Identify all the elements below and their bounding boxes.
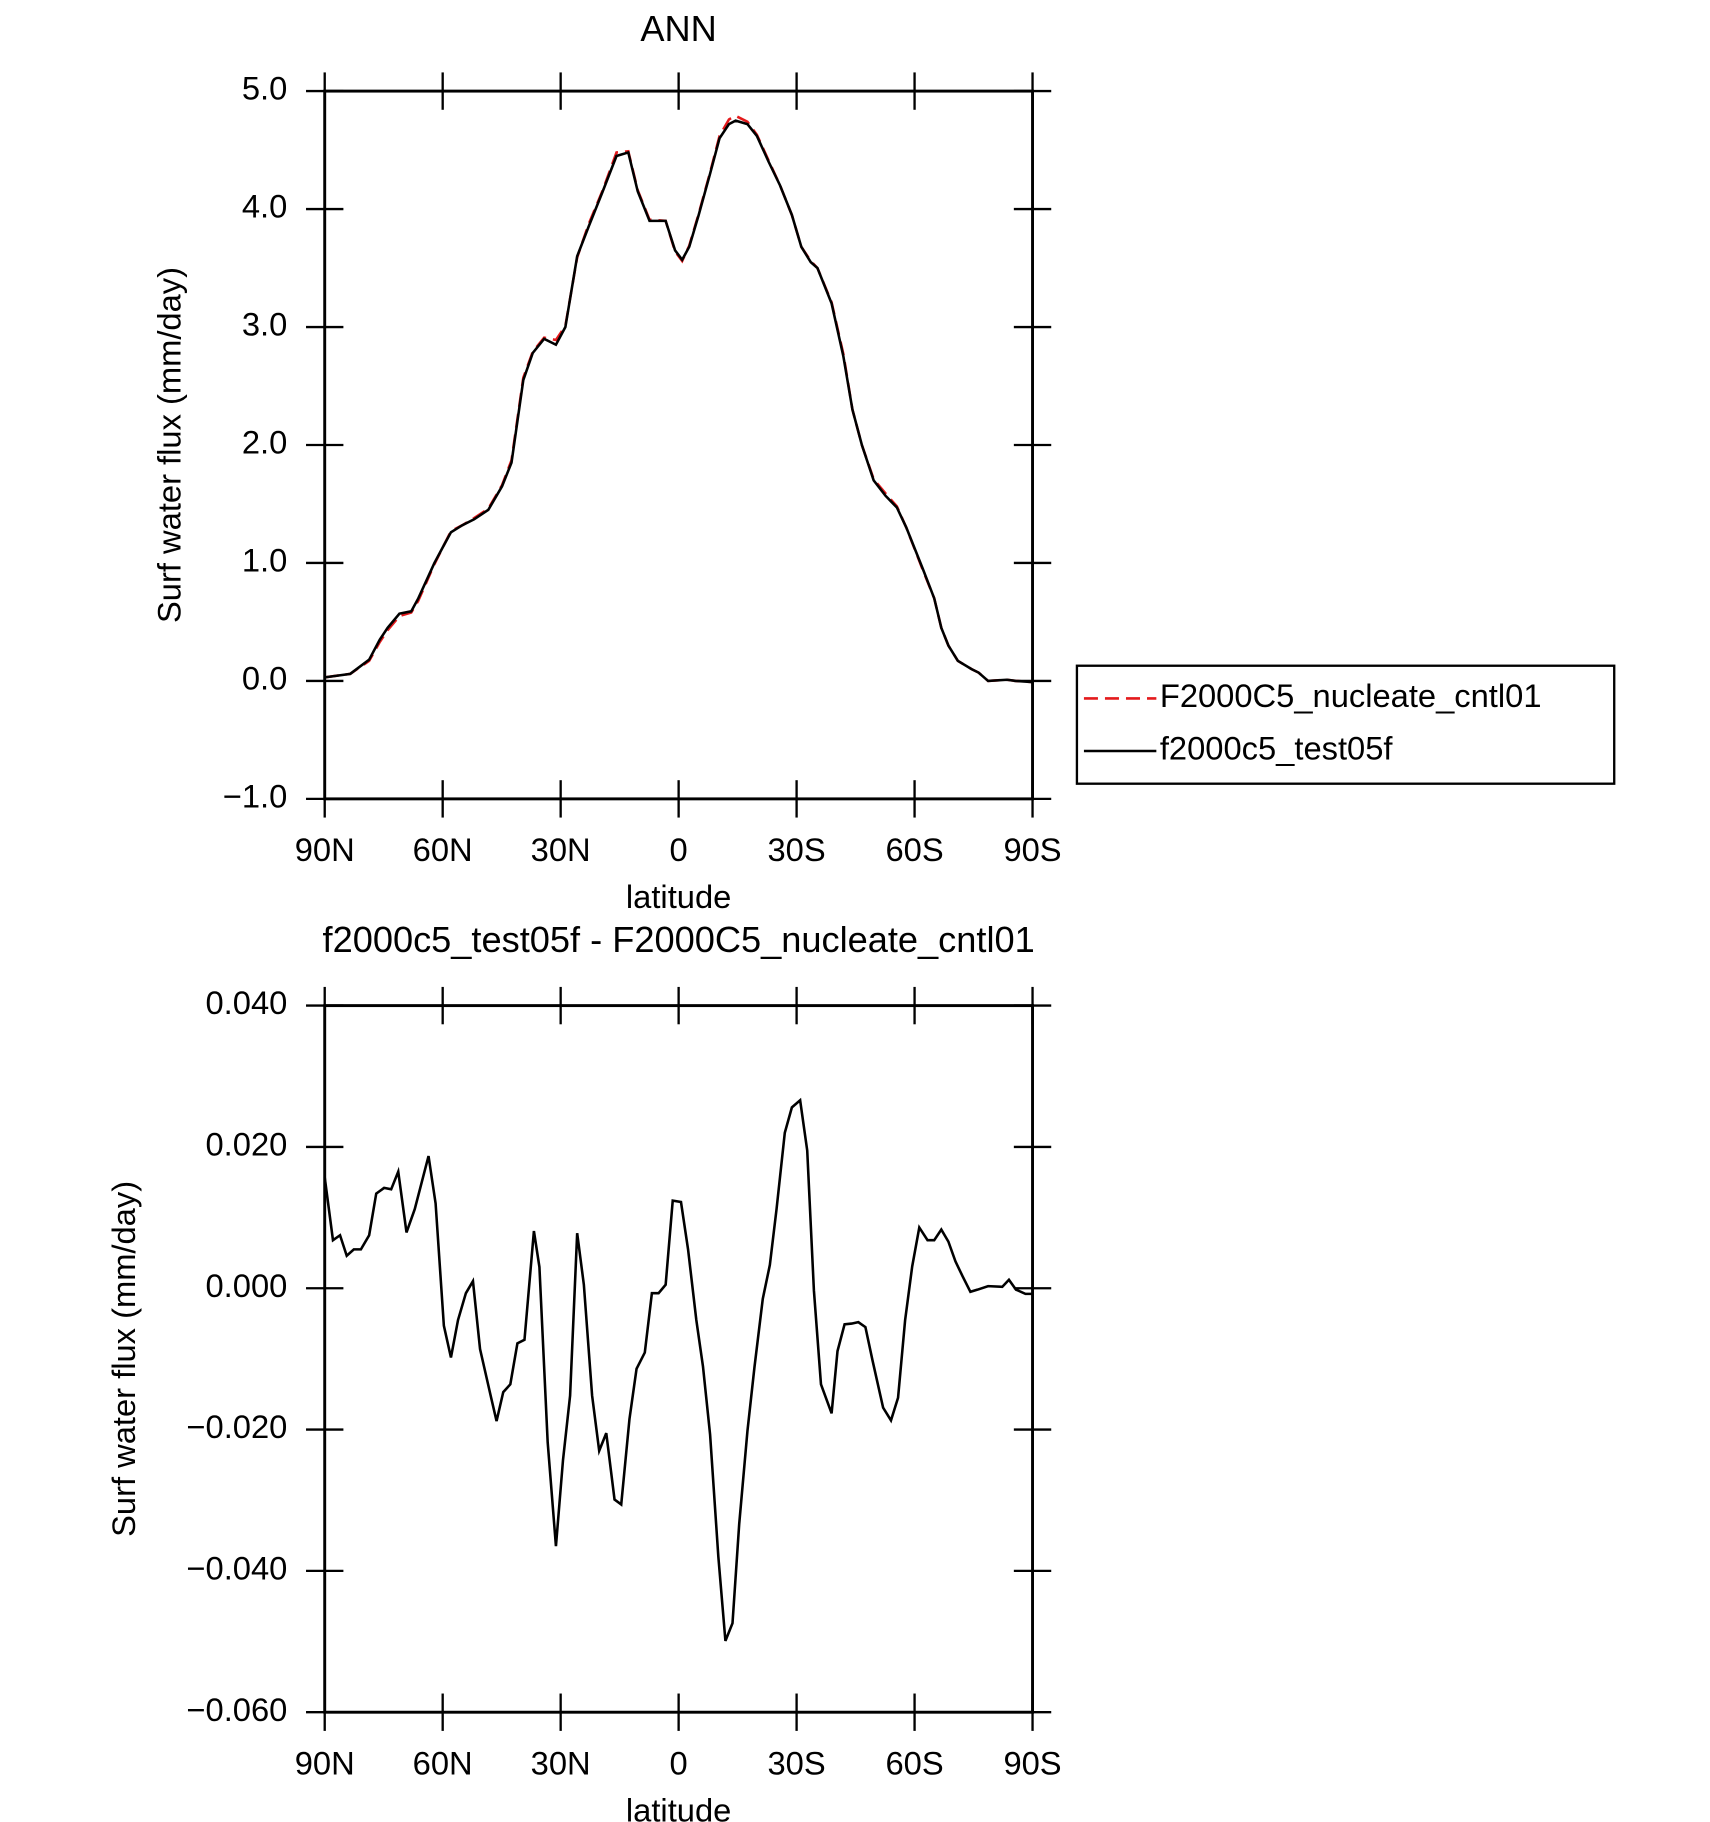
y-tick-label: −0.060 bbox=[186, 1691, 287, 1728]
chart: ANN latitude Surf water flux (mm/day) −1.0 0… bbox=[150, 8, 1616, 915]
y-tick-label: 1.0 bbox=[242, 542, 287, 579]
data-line bbox=[324, 119, 1033, 684]
legend-label: f2000c5_test05f bbox=[1160, 730, 1394, 767]
chart-title: f2000c5_test05f - F2000C5_nucleate_cntl0… bbox=[323, 919, 1035, 960]
x-tick-label: 30S bbox=[768, 831, 826, 868]
x-tick-label: 30N bbox=[531, 831, 591, 868]
x-tick-label: 30S bbox=[768, 1745, 826, 1782]
x-tick-label: 0 bbox=[670, 1745, 688, 1782]
plot-frame bbox=[323, 1004, 1035, 1714]
x-tick-label: 30N bbox=[531, 1745, 591, 1782]
chart-title: ANN bbox=[640, 8, 716, 49]
y-tick-label: −0.040 bbox=[186, 1550, 287, 1587]
y-axis-label: Surf water flux (mm/day) bbox=[150, 267, 187, 623]
y-tick-label: 0.020 bbox=[206, 1126, 288, 1163]
x-tick-label: 90N bbox=[295, 831, 355, 868]
x-axis-label: latitude bbox=[626, 1791, 731, 1822]
x-tick-label: 0 bbox=[670, 831, 688, 868]
y-tick-label: −1.0 bbox=[223, 778, 288, 815]
chart: f2000c5_test05f - F2000C5_nucleate_cntl0… bbox=[105, 919, 1062, 1822]
y-tick-label: 5.0 bbox=[242, 70, 287, 107]
x-tick-label: 90N bbox=[295, 1745, 355, 1782]
y-tick-label: 3.0 bbox=[242, 306, 287, 343]
plot-frame bbox=[323, 89, 1035, 801]
data-line bbox=[324, 114, 1033, 684]
x-tick-label: 60S bbox=[885, 831, 943, 868]
y-tick-label: 4.0 bbox=[242, 188, 287, 225]
y-tick-label: 2.0 bbox=[242, 424, 287, 461]
y-tick-label: −0.020 bbox=[186, 1408, 287, 1445]
y-tick-label: 0.040 bbox=[206, 984, 288, 1021]
x-tick-label: 90S bbox=[1003, 831, 1061, 868]
legend-box bbox=[1075, 664, 1616, 785]
x-tick-label: 60N bbox=[413, 1745, 473, 1782]
legend-label: F2000C5_nucleate_cntl01 bbox=[1160, 677, 1542, 714]
data-line bbox=[323, 1097, 1033, 1642]
x-tick-label: 60N bbox=[413, 831, 473, 868]
x-tick-label: 60S bbox=[885, 1745, 943, 1782]
y-tick-label: 0.0 bbox=[242, 660, 287, 697]
y-tick-label: 0.000 bbox=[206, 1267, 288, 1304]
x-axis-label: latitude bbox=[626, 878, 731, 915]
y-axis-label: Surf water flux (mm/day) bbox=[105, 1181, 142, 1537]
x-tick-label: 90S bbox=[1003, 1745, 1061, 1782]
